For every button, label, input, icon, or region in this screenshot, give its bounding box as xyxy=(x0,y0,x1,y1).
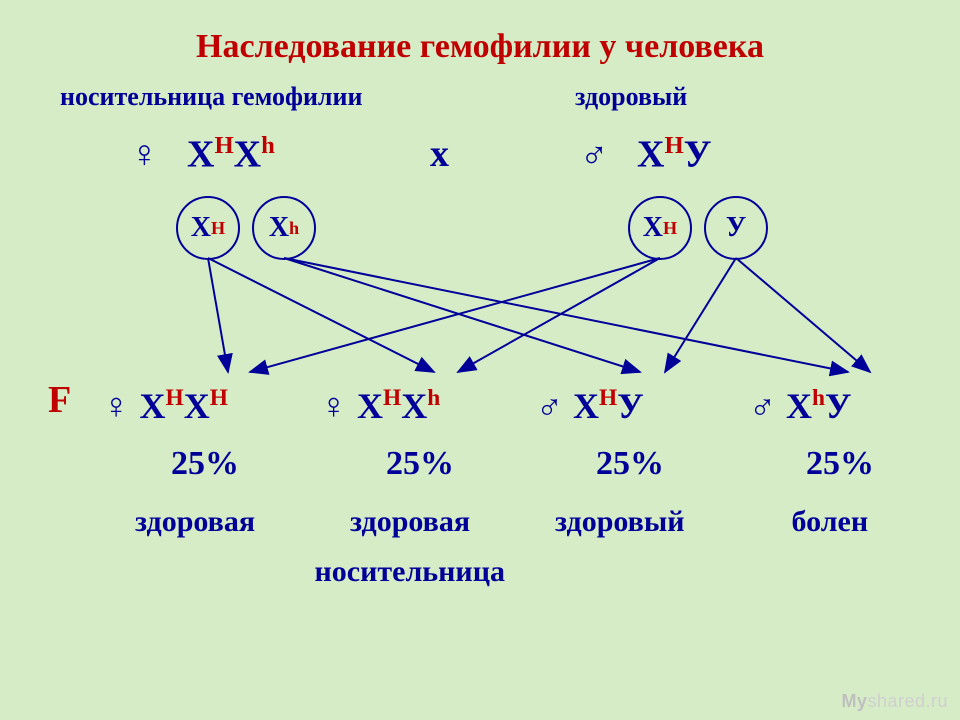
female-symbol: ♀ xyxy=(130,134,159,176)
offspring-allele-base: У xyxy=(617,386,643,426)
crossing-arrow xyxy=(736,258,870,372)
gamete-m1-base: X xyxy=(191,212,211,244)
female-symbol: ♀ xyxy=(103,385,140,426)
offspring-allele-sup: H xyxy=(166,385,184,411)
father-allele1-base: X xyxy=(637,134,664,176)
offspring-percent: 25% xyxy=(806,445,874,483)
crossing-arrow xyxy=(458,258,660,372)
male-symbol: ♂ xyxy=(580,134,609,176)
crossing-arrow xyxy=(665,258,736,372)
offspring-allele-sup: h xyxy=(427,385,440,411)
offspring-genotype: ♂ XHУ xyxy=(536,385,644,427)
offspring-phenotype: здоровая xyxy=(350,505,470,539)
mother-allele2-sup: h xyxy=(261,132,275,159)
mother-allele2-base: X xyxy=(234,134,261,176)
offspring-allele-base: X xyxy=(140,386,166,426)
male-symbol: ♂ xyxy=(536,385,573,426)
gamete-m2-sup: h xyxy=(289,218,299,239)
gamete-f2-base: У xyxy=(726,212,747,244)
crossing-arrow xyxy=(208,258,434,372)
gamete-f1-base: X xyxy=(643,212,663,244)
offspring-allele-sup: H xyxy=(383,385,401,411)
offspring-percent: 25% xyxy=(171,445,239,483)
offspring-allele-base: X xyxy=(573,386,599,426)
mother-genotype: ♀ XHXh xyxy=(130,132,275,177)
mother-allele1-sup: H xyxy=(214,132,233,159)
offspring-allele-sup: H xyxy=(210,385,228,411)
offspring-allele-base: X xyxy=(401,386,427,426)
offspring-allele-base: У xyxy=(825,386,851,426)
gamete-f1-sup: H xyxy=(663,218,677,239)
diagram-content: Наследование гемофилии у человека носите… xyxy=(0,0,960,720)
watermark: Мyshared.ru xyxy=(841,691,948,712)
offspring-percent: 25% xyxy=(596,445,664,483)
female-symbol: ♀ xyxy=(320,385,357,426)
cross-symbol: x xyxy=(430,132,449,176)
gamete-mother-2: Xh xyxy=(252,196,316,260)
offspring-phenotype-2: носительница xyxy=(315,555,506,589)
offspring-allele-base: X xyxy=(357,386,383,426)
offspring-phenotype: болен xyxy=(792,505,869,539)
watermark-left: Мy xyxy=(841,691,867,711)
offspring-allele-base: X xyxy=(786,386,812,426)
crossing-arrow xyxy=(284,258,848,372)
offspring-genotype: ♀ XHXH xyxy=(103,385,228,427)
father-allele2: У xyxy=(684,134,712,176)
watermark-right: shared.ru xyxy=(867,691,948,711)
father-label: здоровый xyxy=(575,82,687,112)
crossing-arrow xyxy=(284,258,640,372)
f-generation-label: F xyxy=(48,378,71,422)
father-genotype: ♂ XHУ xyxy=(580,132,712,177)
gamete-mother-1: XH xyxy=(176,196,240,260)
offspring-allele-sup: h xyxy=(812,385,825,411)
offspring-genotype: ♀ XHXh xyxy=(320,385,440,427)
father-allele1-sup: H xyxy=(664,132,683,159)
offspring-phenotype: здоровая xyxy=(135,505,255,539)
offspring-allele-sup: H xyxy=(599,385,617,411)
offspring-phenotype: здоровый xyxy=(555,505,685,539)
offspring-allele-base: X xyxy=(184,386,210,426)
gamete-m2-base: X xyxy=(269,212,289,244)
arrow-group xyxy=(208,258,870,372)
page-title: Наследование гемофилии у человека xyxy=(0,28,960,66)
male-symbol: ♂ xyxy=(749,385,786,426)
crossing-arrow xyxy=(250,258,660,372)
crossing-arrow xyxy=(208,258,228,372)
mother-allele1-base: X xyxy=(187,134,214,176)
offspring-percent: 25% xyxy=(386,445,454,483)
mother-label: носительница гемофилии xyxy=(60,82,362,112)
gamete-m1-sup: H xyxy=(211,218,225,239)
offspring-genotype: ♂ XhУ xyxy=(749,385,851,427)
gamete-father-1: XH xyxy=(628,196,692,260)
gamete-father-2: У xyxy=(704,196,768,260)
